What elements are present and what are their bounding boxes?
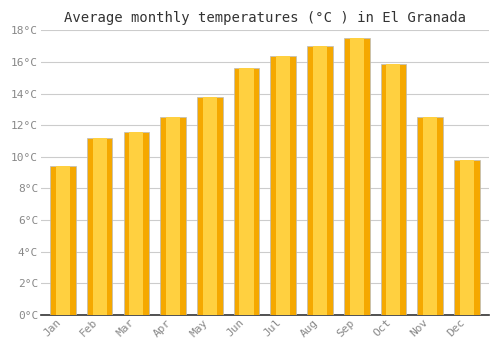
Bar	[87, 138, 112, 315]
Bar	[307, 46, 333, 315]
Bar	[454, 160, 479, 315]
Bar	[423, 117, 437, 315]
Bar	[418, 117, 443, 315]
Bar	[386, 64, 400, 315]
Bar	[160, 117, 186, 315]
Bar	[130, 132, 143, 315]
Bar	[460, 160, 474, 315]
Bar	[50, 166, 76, 315]
Bar	[313, 46, 327, 315]
Bar	[350, 38, 364, 315]
Bar	[197, 97, 222, 315]
Bar	[92, 138, 106, 315]
Bar	[380, 64, 406, 315]
Title: Average monthly temperatures (°C ) in El Granada: Average monthly temperatures (°C ) in El…	[64, 11, 466, 25]
Bar	[270, 56, 296, 315]
Bar	[124, 132, 149, 315]
Bar	[344, 38, 370, 315]
Bar	[166, 117, 180, 315]
Bar	[56, 166, 70, 315]
Bar	[202, 97, 217, 315]
Bar	[234, 68, 260, 315]
Bar	[240, 68, 254, 315]
Bar	[276, 56, 290, 315]
